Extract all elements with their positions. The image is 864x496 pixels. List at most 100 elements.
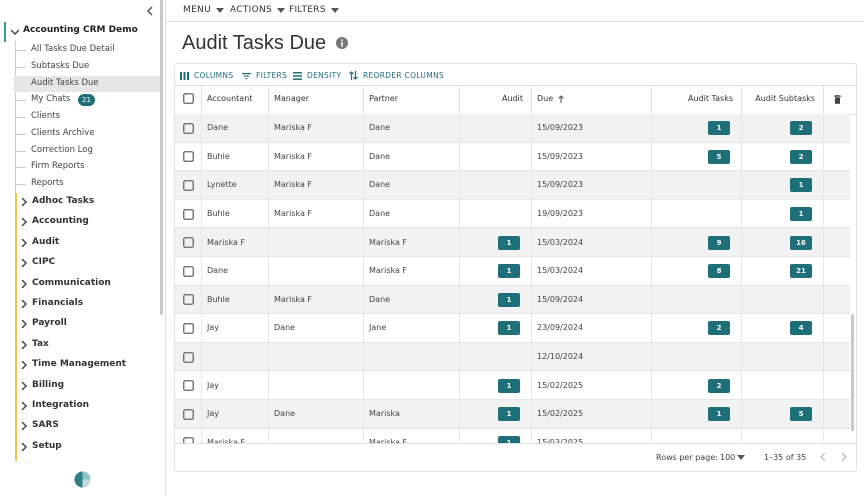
menu-button[interactable]: FILTERS — [289, 5, 339, 15]
column-header[interactable]: Audit Tasks — [688, 94, 733, 103]
cell-divider — [459, 428, 460, 443]
count-badge[interactable]: 1 — [498, 378, 520, 393]
column-header[interactable]: Partner — [369, 94, 399, 103]
column-header[interactable]: Accountant — [207, 94, 253, 103]
count-badge[interactable]: 1 — [498, 407, 520, 422]
row-checkbox[interactable] — [183, 380, 194, 392]
count-badge[interactable]: 1 — [790, 178, 812, 193]
selected-bg — [14, 75, 160, 92]
nav-item[interactable]: Firm Reports — [31, 161, 85, 172]
count-badge[interactable]: 8 — [708, 264, 730, 279]
cell-text: 15/09/2023 — [537, 151, 584, 161]
count-badge[interactable]: 2 — [790, 149, 812, 164]
toolbar-button[interactable]: REORDER COLUMNS — [349, 71, 444, 80]
collapse-button[interactable] — [146, 6, 154, 16]
table-row[interactable]: Lynette Mariska F Dane 15/09/2023 1 — [175, 171, 850, 200]
select-all-checkbox[interactable] — [183, 93, 194, 104]
nav-group[interactable]: Setup — [32, 440, 62, 451]
tree-connector — [16, 150, 26, 152]
footer — [175, 443, 856, 444]
nav-group[interactable]: Audit — [32, 236, 60, 247]
menu-button[interactable]: MENU — [183, 5, 224, 15]
nav-item[interactable]: All Tasks Due Detail — [31, 44, 115, 54]
count-badge[interactable]: 9 — [708, 235, 730, 250]
table-row[interactable]: Jay 1 15/02/2025 2 — [175, 371, 850, 400]
count-badge[interactable]: 1 — [790, 207, 812, 222]
cell-text: Dane — [369, 294, 391, 304]
menu-button[interactable]: ACTIONS — [230, 5, 286, 15]
count-badge[interactable]: 2 — [790, 121, 812, 136]
nav-item[interactable]: Correction Log — [31, 144, 93, 155]
count-badge[interactable]: 1 — [498, 235, 520, 250]
nav-item[interactable]: Clients — [31, 111, 61, 121]
count-badge[interactable]: 2 — [708, 321, 730, 336]
nav-group[interactable]: CIPC — [32, 257, 56, 268]
table-row[interactable]: 12/10/2024 — [175, 342, 850, 372]
column-header[interactable]: Audit Subtasks — [755, 94, 815, 103]
column-header[interactable]: Audit — [502, 94, 523, 103]
nav-group[interactable]: Communication — [32, 277, 111, 288]
count-badge[interactable]: 1 — [708, 407, 730, 422]
app-label[interactable]: Accounting CRM Demo — [23, 25, 138, 35]
cell-divider — [531, 142, 532, 172]
nav-item[interactable]: Reports — [31, 178, 64, 188]
tree-connector — [16, 100, 26, 102]
cell-divider — [531, 228, 532, 257]
nav-item[interactable]: My Chats — [31, 94, 71, 105]
row-checkbox[interactable] — [183, 265, 194, 277]
count-badge[interactable]: 2 — [708, 378, 730, 393]
delete-icon[interactable] — [834, 95, 841, 104]
row-checkbox[interactable] — [183, 323, 194, 334]
table-row[interactable]: Buhle Mariska F Dane 19/09/2023 1 — [175, 199, 850, 229]
row-checkbox[interactable] — [183, 408, 194, 420]
toolbar-button[interactable]: FILTERS — [242, 71, 287, 80]
tree-connector — [16, 184, 26, 185]
column-header[interactable]: Due — [537, 94, 554, 103]
row-checkbox[interactable] — [183, 180, 194, 191]
table-row[interactable]: Buhle Mariska F Dane 1 15/09/2024 — [175, 285, 850, 315]
row-checkbox[interactable] — [183, 151, 194, 163]
count-badge[interactable]: 16 — [790, 235, 812, 250]
count-badge[interactable]: 1 — [498, 292, 520, 307]
next-page[interactable] — [841, 453, 847, 461]
table-row[interactable]: Dane Mariska F Dane 15/09/2023 1 2 — [175, 114, 850, 143]
count-badge[interactable]: 1 — [498, 264, 520, 279]
count-badge[interactable]: 1 — [708, 121, 730, 136]
nav-group[interactable]: Financials — [32, 298, 84, 308]
row-checkbox[interactable] — [183, 351, 194, 363]
rows-per-page-value[interactable]: 100 — [720, 453, 736, 462]
table-row[interactable]: Mariska F Mariska F 1 15/03/2024 9 16 — [175, 228, 850, 257]
count-badge[interactable]: 1 — [498, 435, 520, 443]
nav-group[interactable]: Adhoc Tasks — [32, 196, 95, 206]
nav-group[interactable]: SARS — [32, 420, 59, 431]
count-badge[interactable]: 4 — [790, 321, 812, 336]
row-checkbox[interactable] — [183, 122, 194, 134]
table-row[interactable]: Jay Dane Mariska 1 15/02/2025 1 5 — [175, 400, 850, 429]
nav-group[interactable]: Payroll — [32, 318, 67, 329]
nav-group[interactable]: Billing — [32, 379, 65, 390]
row-checkbox[interactable] — [183, 437, 194, 443]
table-row[interactable]: Jay Dane Jane 1 23/09/2024 2 4 — [175, 314, 850, 343]
nav-group[interactable]: Tax — [32, 338, 49, 349]
cell-text: 15/03/2024 — [537, 237, 584, 247]
nav-item[interactable]: Clients Archive — [31, 127, 95, 138]
nav-item[interactable]: Subtasks Due — [31, 60, 90, 71]
toolbar-button[interactable]: COLUMNS — [180, 71, 233, 80]
row-checkbox[interactable] — [183, 294, 194, 306]
toolbar-button[interactable]: DENSITY — [293, 71, 341, 80]
count-badge[interactable]: 1 — [498, 321, 520, 336]
nav-group[interactable]: Time Management — [32, 359, 127, 370]
table-row[interactable]: Buhle Mariska F Dane 15/09/2023 5 2 — [175, 142, 850, 172]
count-badge[interactable]: 5 — [790, 407, 812, 422]
nav-item[interactable]: Audit Tasks Due — [31, 77, 99, 88]
nav-group[interactable]: Accounting — [32, 216, 89, 227]
row-checkbox[interactable] — [183, 237, 194, 249]
count-badge[interactable]: 21 — [790, 264, 812, 279]
table-row[interactable]: Mariska F Mariska F 1 15/03/2025 — [175, 428, 850, 443]
nav-group[interactable]: Integration — [32, 400, 90, 410]
table-row[interactable]: Dane Mariska F 1 15/03/2024 8 21 — [175, 257, 850, 286]
count-badge[interactable]: 5 — [708, 149, 730, 164]
prev-page[interactable] — [820, 453, 826, 461]
column-header[interactable]: Manager — [274, 94, 310, 103]
row-checkbox[interactable] — [183, 208, 194, 220]
